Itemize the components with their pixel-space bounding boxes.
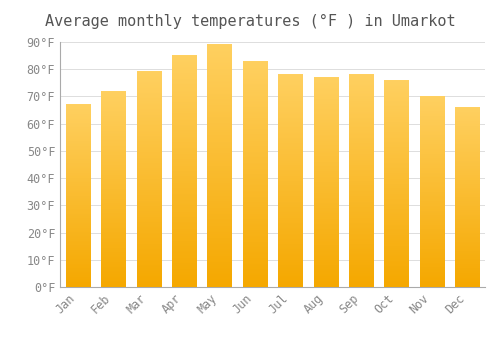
Text: Average monthly temperatures (°F ) in Umarkot: Average monthly temperatures (°F ) in Um…	[44, 14, 456, 29]
